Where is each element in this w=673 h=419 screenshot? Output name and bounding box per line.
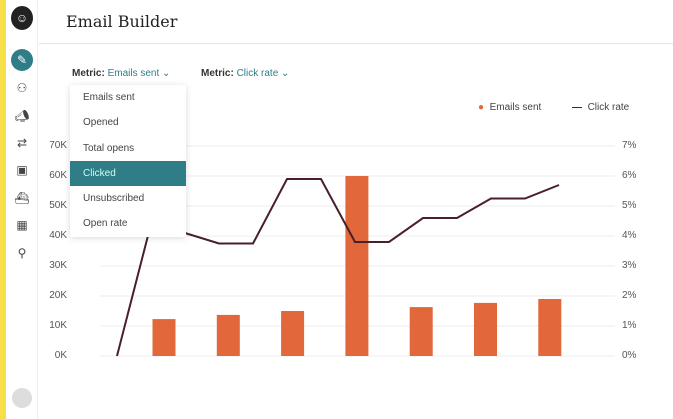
metric-left-select[interactable]: Metric: Emails sent ⌄: [72, 68, 170, 79]
left-tick-label: 50K: [49, 200, 67, 211]
left-tick-label: 70K: [49, 140, 67, 151]
bar: [345, 176, 369, 356]
bar: [152, 319, 176, 356]
option-open-rate[interactable]: Open rate: [83, 218, 128, 230]
right-tick-label: 2%: [622, 290, 637, 301]
legend-click-rate: — Click rate: [572, 102, 629, 113]
right-tick-label: 5%: [622, 200, 637, 211]
page-title: Email Builder: [66, 12, 178, 31]
sidebar: ☺ ✎ ⚇ 📣︎ ⇄ ▣ ⛴︎ ▦ ⚲: [6, 0, 38, 419]
line-icon: —: [572, 102, 582, 113]
right-tick-label: 0%: [622, 350, 637, 361]
campaign-icon[interactable]: 📣︎: [14, 109, 30, 123]
bar: [216, 314, 240, 356]
dashboard-icon[interactable]: ▦: [16, 218, 28, 232]
click-rate-line: [116, 178, 560, 357]
right-tick-label: 7%: [622, 140, 637, 151]
automation-icon[interactable]: ⇄: [16, 136, 28, 150]
metric-value: Click rate: [236, 68, 279, 79]
option-total-opens[interactable]: Total opens: [83, 142, 135, 154]
left-tick-label: 20K: [49, 290, 67, 301]
right-tick-label: 1%: [622, 320, 637, 331]
bar: [281, 311, 305, 356]
bar: [474, 302, 497, 356]
metric-label: Metric:: [72, 68, 105, 79]
pencil-icon[interactable]: ✎: [11, 49, 33, 71]
metric-right-select[interactable]: Metric: Click rate ⌄: [201, 68, 289, 79]
legend-label: Emails sent: [489, 102, 542, 113]
yellow-edge: [0, 0, 6, 419]
option-clicked[interactable]: Clicked: [70, 160, 186, 187]
chevron-down-icon: ⌄: [281, 68, 290, 79]
search-icon[interactable]: ⚲: [17, 246, 27, 260]
left-tick-label: 10K: [49, 320, 67, 331]
avatar[interactable]: [12, 388, 32, 408]
left-tick-label: 40K: [49, 230, 67, 241]
content-icon[interactable]: ▣: [16, 163, 28, 177]
right-tick-label: 4%: [622, 230, 637, 241]
mailchimp-logo[interactable]: ☺: [11, 6, 33, 30]
metric-value: Emails sent: [107, 68, 160, 79]
left-tick-label: 30K: [49, 260, 67, 271]
audience-icon[interactable]: ⚇: [16, 81, 28, 95]
bar: [538, 299, 562, 356]
right-tick-label: 6%: [622, 170, 637, 181]
header: Email Builder: [39, 0, 673, 44]
left-tick-label: 60K: [49, 170, 67, 181]
option-opened[interactable]: Opened: [83, 117, 119, 129]
left-tick-label: 0K: [54, 350, 67, 361]
integrations-icon[interactable]: ⛴︎: [14, 191, 30, 205]
metric-dropdown: Emails sent Opened Total opens Clicked U…: [70, 85, 186, 237]
bar: [409, 307, 433, 356]
legend-label: Click rate: [587, 102, 630, 113]
chevron-down-icon: ⌄: [162, 68, 171, 79]
option-unsubscribed[interactable]: Unsubscribed: [83, 193, 145, 205]
metric-label: Metric:: [201, 68, 234, 79]
legend-emails-sent: ● Emails sent: [478, 102, 541, 113]
option-emails-sent[interactable]: Emails sent: [83, 92, 135, 103]
right-tick-label: 3%: [622, 260, 637, 271]
dot-icon: ●: [478, 102, 485, 113]
